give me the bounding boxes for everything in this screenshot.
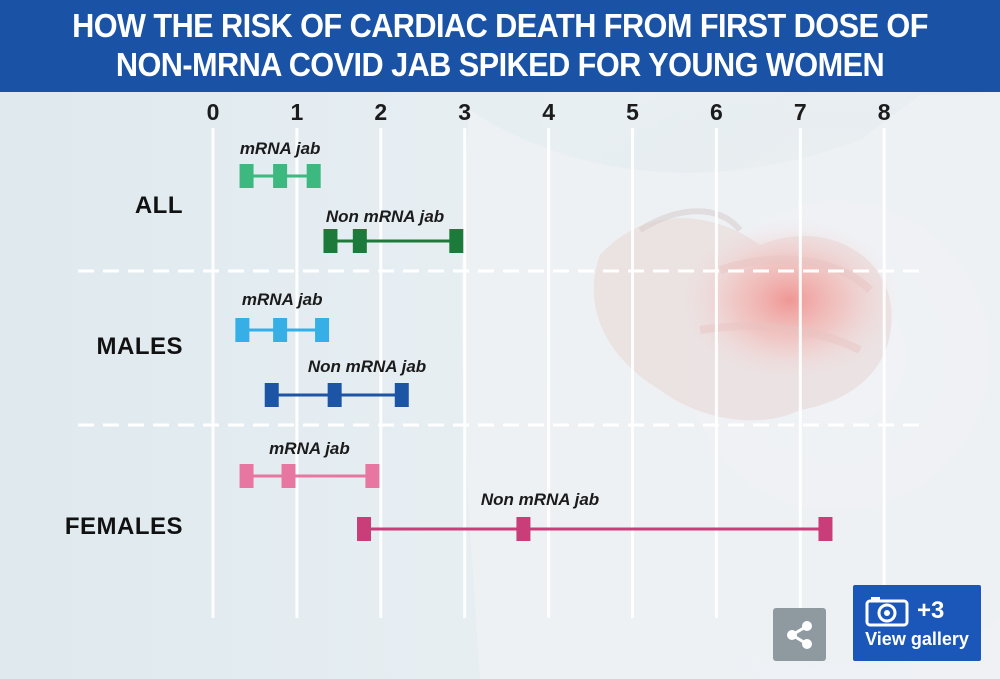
- group-label-all: ALL: [135, 192, 183, 219]
- marker-mid-males-non-mrna: [327, 383, 342, 407]
- gallery-count: +3: [917, 597, 945, 624]
- camera-icon: [865, 597, 909, 627]
- share-button[interactable]: [773, 608, 826, 661]
- marker-high-all-mrna: [306, 164, 321, 188]
- title-banner: HOW THE RISK OF CARDIAC DEATH FROM FIRST…: [0, 0, 1000, 92]
- marker-low-females-non-mrna: [357, 517, 372, 541]
- marker-low-all-non-mrna: [323, 229, 338, 253]
- x-tick-label-5: 5: [626, 99, 639, 125]
- share-icon: [786, 620, 812, 649]
- marker-high-females-mrna: [365, 464, 380, 488]
- x-tick-label-4: 4: [542, 99, 555, 125]
- marker-low-all-mrna: [239, 164, 254, 188]
- marker-high-males-mrna: [315, 318, 330, 342]
- marker-low-males-mrna: [235, 318, 250, 342]
- marker-high-females-non-mrna: [818, 517, 833, 541]
- chart-title-line-2: NON-MRNA COVID JAB SPIKED FOR YOUNG WOME…: [115, 46, 885, 83]
- x-tick-label-7: 7: [794, 99, 807, 125]
- x-tick-label-0: 0: [207, 99, 220, 125]
- series-label-males-non-mrna: Non mRNA jab: [308, 357, 426, 376]
- x-tick-label-1: 1: [291, 99, 304, 125]
- marker-mid-all-non-mrna: [352, 229, 367, 253]
- marker-mid-females-mrna: [281, 464, 296, 488]
- marker-mid-all-mrna: [273, 164, 288, 188]
- chart-title-line-1: HOW THE RISK OF CARDIAC DEATH FROM FIRST…: [72, 7, 928, 44]
- x-tick-label-3: 3: [458, 99, 471, 125]
- marker-high-males-non-mrna: [394, 383, 409, 407]
- series-label-males-mrna: mRNA jab: [242, 290, 323, 309]
- x-tick-label-8: 8: [878, 99, 891, 125]
- marker-mid-males-mrna: [273, 318, 288, 342]
- x-tick-label-6: 6: [710, 99, 723, 125]
- series-label-all-non-mrna: Non mRNA jab: [326, 207, 444, 226]
- gallery-label: View gallery: [865, 629, 969, 649]
- series-label-females-non-mrna: Non mRNA jab: [481, 490, 599, 509]
- view-gallery-button[interactable]: +3 View gallery: [853, 585, 981, 661]
- series-label-all-mrna: mRNA jab: [240, 139, 321, 158]
- marker-high-all-non-mrna: [449, 229, 464, 253]
- marker-low-males-non-mrna: [264, 383, 279, 407]
- group-label-females: FEMALES: [65, 513, 183, 540]
- group-label-males: MALES: [97, 333, 184, 360]
- marker-mid-females-non-mrna: [516, 517, 531, 541]
- series-label-females-mrna: mRNA jab: [269, 439, 350, 458]
- marker-low-females-mrna: [239, 464, 254, 488]
- x-tick-label-2: 2: [374, 99, 387, 125]
